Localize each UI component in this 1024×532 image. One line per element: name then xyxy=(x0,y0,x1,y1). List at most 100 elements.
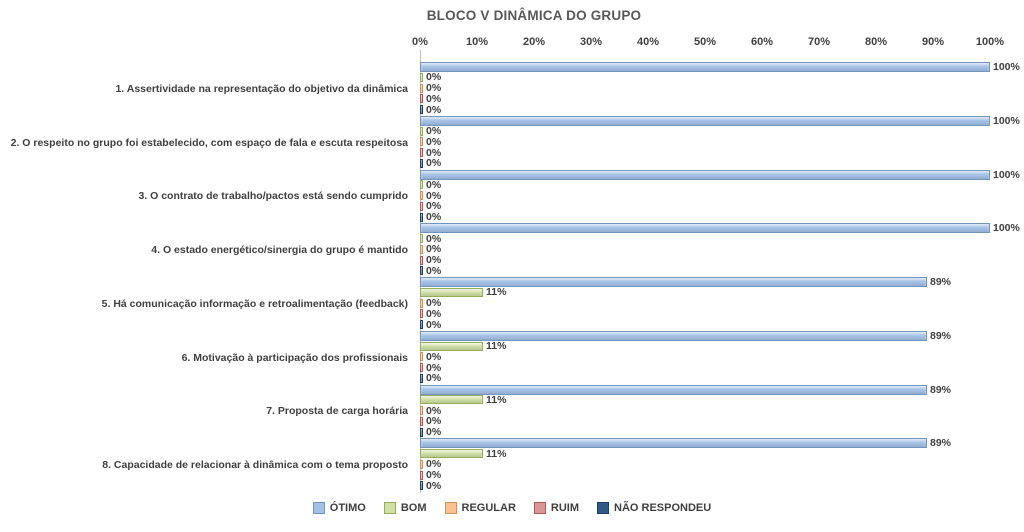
value-label: 0% xyxy=(426,350,442,363)
bar-ruim xyxy=(420,255,423,265)
x-axis-tick: 10% xyxy=(465,36,489,48)
value-label: 0% xyxy=(426,264,442,277)
bar-otimo xyxy=(420,115,990,126)
x-axis-tick: 90% xyxy=(921,36,945,48)
value-label: 0% xyxy=(426,92,442,105)
x-axis-tick: 70% xyxy=(807,36,831,48)
bar-regular xyxy=(420,406,423,415)
bar-bom xyxy=(420,234,423,243)
category-label: 7. Proposta de carga horária xyxy=(266,405,408,418)
value-label: 0% xyxy=(426,125,442,137)
x-axis-tick: 0% xyxy=(412,36,428,48)
category-label: 4. O estado energético/sinergia do grupo… xyxy=(151,244,408,257)
value-label: 0% xyxy=(426,297,442,309)
bar-otimo xyxy=(420,223,990,234)
value-label: 0% xyxy=(426,254,442,266)
value-label: 0% xyxy=(426,426,442,438)
bar-bom xyxy=(420,287,483,297)
legend-swatch-icon xyxy=(383,502,396,514)
value-label: 0% xyxy=(426,71,442,84)
value-label: 11% xyxy=(486,286,507,299)
value-label: 11% xyxy=(486,393,507,406)
bar-ruim xyxy=(420,416,423,426)
legend-swatch-icon xyxy=(597,502,610,514)
value-label: 100% xyxy=(993,168,1020,181)
category-label: 1. Assertividade na representação do obj… xyxy=(115,82,408,95)
bar-nao-respondeu xyxy=(420,427,423,437)
x-axis-tick: 40% xyxy=(636,36,660,48)
value-label: 0% xyxy=(426,404,442,417)
bar-otimo xyxy=(420,384,927,395)
bar-otimo xyxy=(420,438,927,449)
value-label: 0% xyxy=(426,211,442,223)
value-label: 89% xyxy=(930,383,952,396)
bar-regular xyxy=(420,352,423,362)
x-axis-tick: 80% xyxy=(864,36,888,48)
x-axis-tick: 20% xyxy=(522,36,546,48)
value-label: 0% xyxy=(426,232,442,245)
bar-nao-respondeu xyxy=(420,158,423,168)
value-label: 0% xyxy=(426,318,442,331)
value-label: 0% xyxy=(426,361,442,374)
bar-bom xyxy=(420,72,423,82)
bar-otimo xyxy=(420,62,990,72)
value-label: 0% xyxy=(426,82,442,94)
value-label: 100% xyxy=(993,114,1020,127)
legend-item: BOM xyxy=(383,502,427,514)
value-label: 89% xyxy=(930,276,952,288)
bar-nao-respondeu xyxy=(420,105,423,114)
bar-ruim xyxy=(420,201,423,211)
bar-nao-respondeu xyxy=(420,320,423,329)
x-axis-tick: 30% xyxy=(579,36,603,48)
value-label: 89% xyxy=(930,329,952,342)
bar-ruim xyxy=(420,363,423,372)
value-label: 0% xyxy=(426,307,442,320)
value-label: 89% xyxy=(930,437,952,450)
value-label: 0% xyxy=(426,469,442,481)
bar-nao-respondeu xyxy=(420,373,423,383)
category-label: 5. Há comunicação informação e retroalim… xyxy=(101,297,408,310)
legend-swatch-icon xyxy=(312,502,325,514)
legend-swatch-icon xyxy=(444,502,457,514)
bar-bom xyxy=(420,180,423,190)
legend-item: RUIM xyxy=(533,502,580,514)
value-label: 0% xyxy=(426,200,442,213)
value-label: 0% xyxy=(426,243,442,256)
legend-item: NÃO RESPONDEU xyxy=(597,502,711,514)
bar-bom xyxy=(420,449,483,458)
bar-regular xyxy=(420,298,423,308)
legend-swatch-icon xyxy=(533,502,546,514)
bar-ruim xyxy=(420,470,423,480)
category-label: 3. O contrato de trabalho/pactos está se… xyxy=(138,190,408,203)
value-label: 0% xyxy=(426,479,442,492)
legend-label: ÓTIMO xyxy=(329,502,366,514)
value-label: 0% xyxy=(426,135,442,148)
bar-bom xyxy=(420,395,483,405)
value-label: 11% xyxy=(486,340,507,352)
value-label: 0% xyxy=(426,178,442,191)
legend-item: ÓTIMO xyxy=(312,502,366,514)
bar-ruim xyxy=(420,309,423,319)
legend-label: RUIM xyxy=(550,502,580,514)
category-label: 6. Motivação à participação dos profissi… xyxy=(181,351,408,364)
bar-nao-respondeu xyxy=(420,481,423,491)
bar-ruim xyxy=(420,148,423,157)
bar-regular xyxy=(420,191,423,200)
bar-ruim xyxy=(420,94,423,104)
category-label: 2. O respeito no grupo foi estabelecido,… xyxy=(10,136,408,149)
value-label: 0% xyxy=(426,458,442,471)
value-label: 0% xyxy=(426,415,442,428)
value-label: 0% xyxy=(426,157,442,170)
legend-label: REGULAR xyxy=(461,502,516,514)
bar-otimo xyxy=(420,169,990,180)
bar-regular xyxy=(420,459,423,469)
x-axis-tick: 100% xyxy=(975,36,1005,48)
legend-item: REGULAR xyxy=(444,502,516,514)
bar-otimo xyxy=(420,330,927,341)
bar-regular xyxy=(420,137,423,147)
bar-bom xyxy=(420,126,423,136)
legend-label: BOM xyxy=(400,502,427,514)
value-label: 0% xyxy=(426,146,442,159)
value-label: 0% xyxy=(426,372,442,385)
